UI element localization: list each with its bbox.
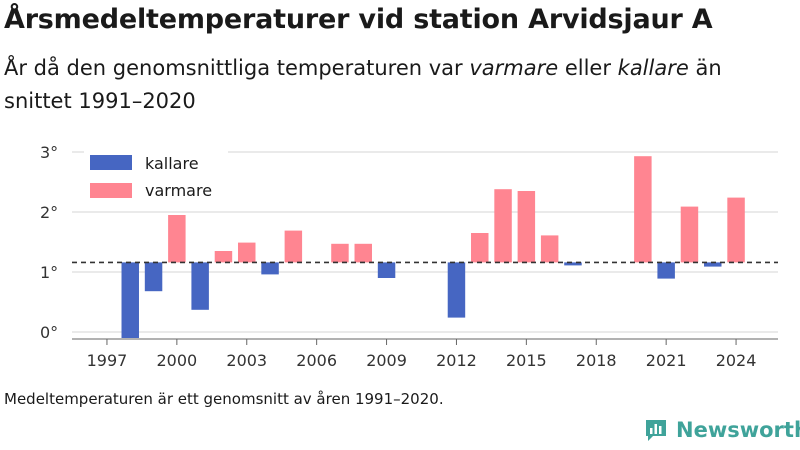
bar-varmare: [354, 243, 372, 263]
bar-kallare: [121, 262, 139, 338]
x-tick-label: 2018: [576, 351, 617, 370]
y-tick-label: 1°: [40, 263, 58, 282]
bar-varmare: [494, 189, 512, 263]
bar-varmare: [727, 197, 745, 263]
chart-title: Årsmedeltemperaturer vid station Arvidsj…: [4, 4, 713, 35]
bar-kallare: [657, 262, 675, 279]
legend-swatch-varmare: [90, 183, 132, 198]
legend-swatch-kallare: [90, 155, 132, 170]
bar-varmare: [680, 206, 699, 263]
bar-varmare: [634, 156, 652, 263]
bar-varmare: [284, 230, 303, 263]
bar-kallare: [191, 262, 209, 310]
bar-varmare: [471, 233, 489, 263]
bar-varmare: [517, 191, 536, 263]
subtitle-emphasis-kallare: kallare: [617, 56, 689, 80]
x-tick-label: 1997: [87, 351, 128, 370]
bar-kallare: [261, 262, 279, 275]
legend-label-kallare: kallare: [145, 154, 199, 173]
brand-name: Newsworthy: [676, 418, 800, 442]
bar-varmare: [168, 215, 186, 263]
bar-kallare: [704, 262, 722, 267]
y-tick-label: 2°: [40, 203, 58, 222]
x-tick-label: 2006: [296, 351, 337, 370]
newsworthy-logo: Newsworthy: [644, 418, 800, 442]
x-tick-label: 2012: [436, 351, 477, 370]
bar-kallare: [447, 262, 466, 318]
x-tick-label: 2015: [506, 351, 547, 370]
bar-varmare: [540, 235, 559, 263]
chart-subtitle: År då den genomsnittliga temperaturen va…: [4, 52, 794, 118]
y-tick-label: 0°: [40, 323, 58, 342]
bar-kallare: [377, 262, 396, 278]
x-tick-label: 2003: [226, 351, 267, 370]
subtitle-text-3: än snittet 1991–2020: [4, 56, 722, 113]
bar-kallare: [144, 262, 163, 292]
x-tick-label: 2024: [716, 351, 757, 370]
temperature-bar-chart: 0° 1° 2° 3° 1997 2000 2003 2006 2009 2012 2015 2018…: [40, 143, 778, 370]
bar-varmare: [331, 243, 349, 263]
bar-varmare: [238, 242, 256, 263]
subtitle-text-2: eller: [558, 56, 618, 80]
x-tick-label: 2009: [366, 351, 407, 370]
newsworthy-logo-icon: [646, 420, 666, 441]
bar-varmare: [214, 251, 233, 263]
x-tick-label: 2000: [156, 351, 197, 370]
subtitle-text-1: År då den genomsnittliga temperaturen va…: [4, 56, 470, 80]
subtitle-emphasis-varmare: varmare: [469, 56, 559, 80]
footnote: Medeltemperaturen är ett genomsnitt av å…: [4, 390, 444, 408]
bar-kallare: [564, 262, 582, 266]
x-tick-label: 2021: [646, 351, 687, 370]
legend-label-varmare: varmare: [145, 181, 212, 200]
y-tick-label: 3°: [40, 143, 58, 162]
